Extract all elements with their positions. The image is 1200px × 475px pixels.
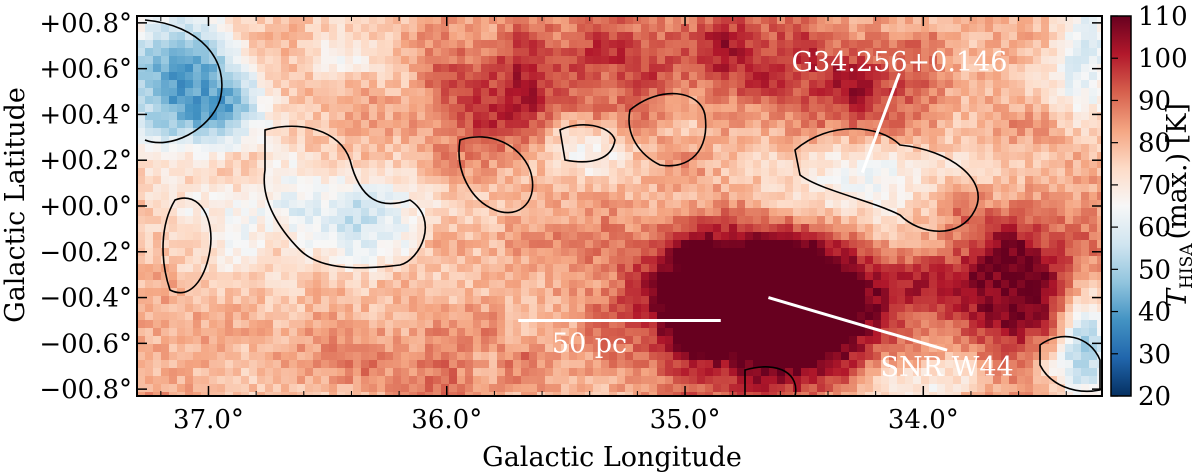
heatmap-image: [137, 16, 1102, 396]
y-tick-label: +00.8°: [39, 9, 132, 39]
colorbar-label-sub: HISA: [1177, 243, 1197, 289]
colorbar-tick-label: 80: [1138, 129, 1171, 159]
y-tick-label: −00.8°: [39, 375, 132, 405]
y-tick-label: +00.4°: [39, 100, 132, 130]
colorbar-ticks: 20 30 40 50 60 70 80 90 100 110: [1111, 2, 1188, 412]
contour-line: [263, 125, 427, 269]
contour-line: [628, 92, 707, 167]
contour-line: [559, 124, 616, 163]
x-tick-label: 35.0°: [650, 405, 721, 435]
x-tick-label: 36.0°: [411, 405, 482, 435]
annotations: G34.256+0.146 SNR W44 50 pc: [518, 47, 1014, 383]
y-tick-label: −00.6°: [39, 329, 132, 359]
annotation-label: G34.256+0.146: [791, 47, 1007, 78]
y-tick-label: +00.2°: [39, 146, 132, 176]
colorbar-tick-label: 50: [1138, 255, 1171, 285]
contour-line: [162, 197, 212, 294]
x-axis-title: Galactic Longitude: [482, 442, 742, 473]
y-tick-label: +00.6°: [39, 55, 132, 85]
contour-line: [458, 136, 534, 214]
y-tick-label: +00.0°: [39, 192, 132, 222]
colorbar-tick-label: 100: [1138, 44, 1188, 74]
colorbar-tick-label: 40: [1138, 298, 1171, 328]
colorbar-label-rest: (max.) [K]: [1162, 103, 1193, 239]
contour-line: [1039, 335, 1101, 392]
colorbar-label: THISA (max.) [K]: [1162, 103, 1197, 307]
x-tick-label: 37.0°: [173, 405, 244, 435]
colorbar-tick-label: 30: [1138, 340, 1171, 370]
annotation-pointer: [767, 296, 948, 352]
colorbar-label-main: T: [1162, 287, 1193, 307]
colorbar-tick-label: 20: [1138, 382, 1171, 412]
contour-line: [794, 127, 979, 232]
y-tick-label: −00.2°: [39, 238, 132, 268]
y-axis: +00.8° +00.6° +00.4° +00.2° +00.0° −00.2° −00.…: [39, 9, 1102, 405]
contour-line: [144, 19, 223, 144]
colorbar-tick-label: 60: [1138, 213, 1171, 243]
scale-bar-label: 50 pc: [552, 328, 627, 359]
y-tick-label: −00.4°: [39, 284, 132, 314]
colorbar-tick-label: 90: [1138, 86, 1171, 116]
annotation-pointer: [860, 72, 901, 174]
x-tick-label: 34.0°: [888, 405, 959, 435]
colorbar-tick-label: 70: [1138, 171, 1171, 201]
annotation-label: SNR W44: [881, 352, 1014, 383]
y-axis-title: Galactic Latitude: [0, 87, 31, 323]
x-axis: 37.0° 36.0° 35.0° 34.0°: [160, 16, 1067, 435]
colorbar-tick-label: 110: [1138, 2, 1188, 32]
colorbar-bar: [1110, 15, 1132, 397]
